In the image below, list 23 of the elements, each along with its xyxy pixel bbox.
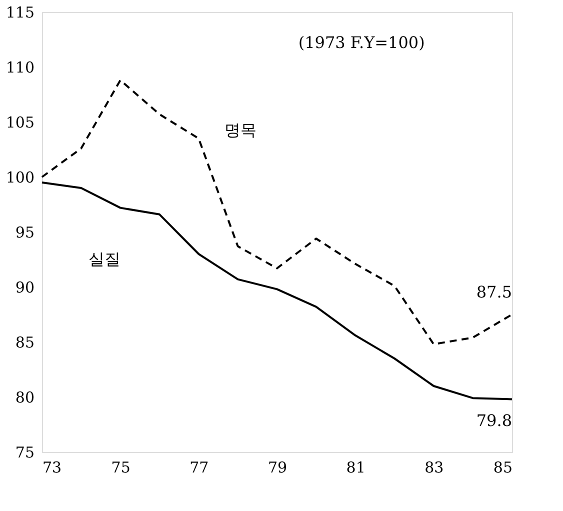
y-tick-label: 90 bbox=[15, 278, 34, 296]
line-series bbox=[41, 182, 513, 400]
annotation: 87.5 bbox=[476, 282, 512, 302]
annotation: (1973 F.Y=100) bbox=[298, 32, 425, 52]
x-tick-label: 79 bbox=[268, 458, 288, 476]
line-series bbox=[41, 79, 513, 346]
y-tick-label: 100 bbox=[6, 168, 34, 186]
x-tick-label: 75 bbox=[111, 458, 130, 476]
annotation: 79.8 bbox=[476, 411, 512, 430]
y-tick-label: 95 bbox=[15, 224, 34, 242]
x-tick-label: 77 bbox=[190, 458, 209, 476]
y-tick-label: 75 bbox=[15, 444, 34, 462]
y-tick-label: 115 bbox=[6, 4, 34, 22]
x-tick-label: 81 bbox=[346, 458, 366, 476]
x-tick-label: 73 bbox=[42, 458, 62, 476]
y-tick-label: 110 bbox=[6, 58, 34, 76]
x-tick-label: 85 bbox=[493, 458, 512, 476]
y-tick-label: 80 bbox=[15, 388, 34, 406]
y-tick-label: 85 bbox=[15, 334, 34, 352]
series-label: 명목 bbox=[224, 120, 257, 140]
x-tick-label: 83 bbox=[424, 458, 444, 476]
text: 실질 bbox=[88, 249, 120, 268]
y-tick-label: 105 bbox=[6, 114, 34, 132]
